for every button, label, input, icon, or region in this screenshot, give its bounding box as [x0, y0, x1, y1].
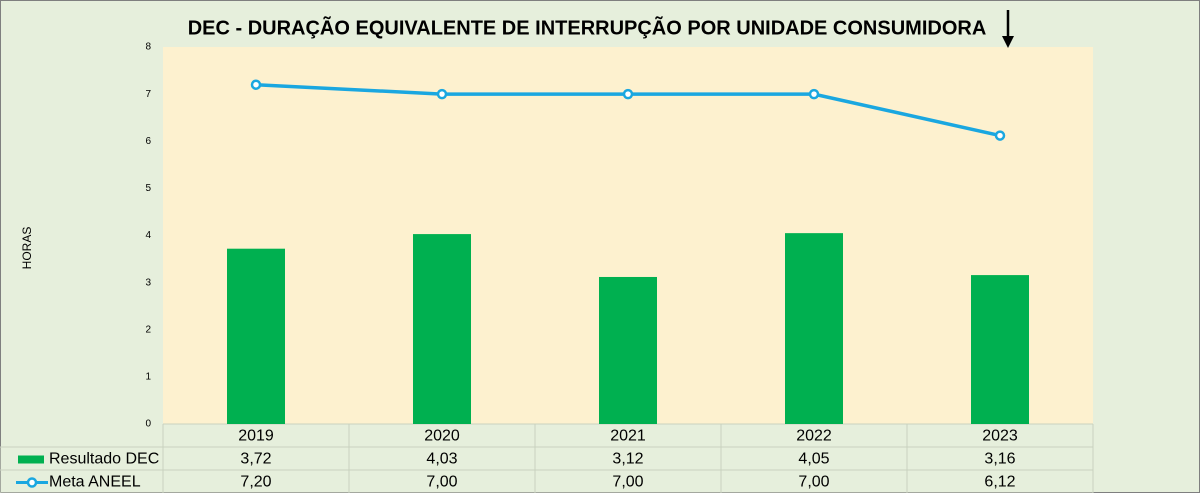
legend-label: Resultado DEC	[49, 451, 159, 468]
y-tick-label: 5	[145, 183, 151, 194]
table-value: 7,00	[798, 474, 829, 491]
table-value: 3,72	[240, 451, 271, 468]
x-tick-label: 2023	[982, 428, 1018, 445]
x-tick-label: 2021	[610, 428, 646, 445]
table-value: 7,00	[612, 474, 643, 491]
legend-label: Meta ANEEL	[49, 474, 141, 491]
y-tick-label: 6	[145, 136, 151, 147]
table-value: 3,12	[612, 451, 643, 468]
y-tick-label: 1	[145, 372, 151, 383]
y-axis-label: HORAS	[20, 227, 34, 270]
bar	[599, 276, 657, 424]
table-value: 6,12	[984, 474, 1015, 491]
table-value: 7,20	[240, 474, 271, 491]
y-tick-label: 8	[145, 42, 151, 53]
y-tick-label: 7	[145, 89, 151, 100]
marker	[250, 79, 262, 90]
bar	[413, 234, 471, 424]
y-tick-label: 0	[145, 419, 151, 430]
y-tick-label: 3	[145, 277, 151, 288]
marker	[622, 88, 634, 100]
x-tick-label: 2022	[796, 428, 832, 445]
table-value: 4,05	[798, 451, 829, 468]
marker	[994, 130, 1006, 141]
table-value: 7,00	[426, 474, 457, 491]
y-tick-label: 2	[145, 324, 151, 335]
bar	[971, 275, 1029, 424]
legend-swatch	[26, 477, 38, 488]
arrow	[1002, 10, 1014, 48]
marker	[436, 88, 448, 100]
table-value: 3,16	[984, 451, 1015, 468]
chart-title: DEC - DURAÇÃO EQUIVALENTE DE INTERRUPÇÃO…	[188, 16, 987, 39]
bar	[227, 248, 285, 424]
x-tick-label: 2019	[238, 428, 274, 445]
x-tick-label: 2020	[424, 428, 460, 445]
legend-swatch	[18, 455, 44, 464]
table-value: 4,03	[426, 451, 457, 468]
marker	[808, 88, 820, 100]
bar	[785, 233, 843, 424]
y-tick-label: 4	[145, 230, 151, 241]
